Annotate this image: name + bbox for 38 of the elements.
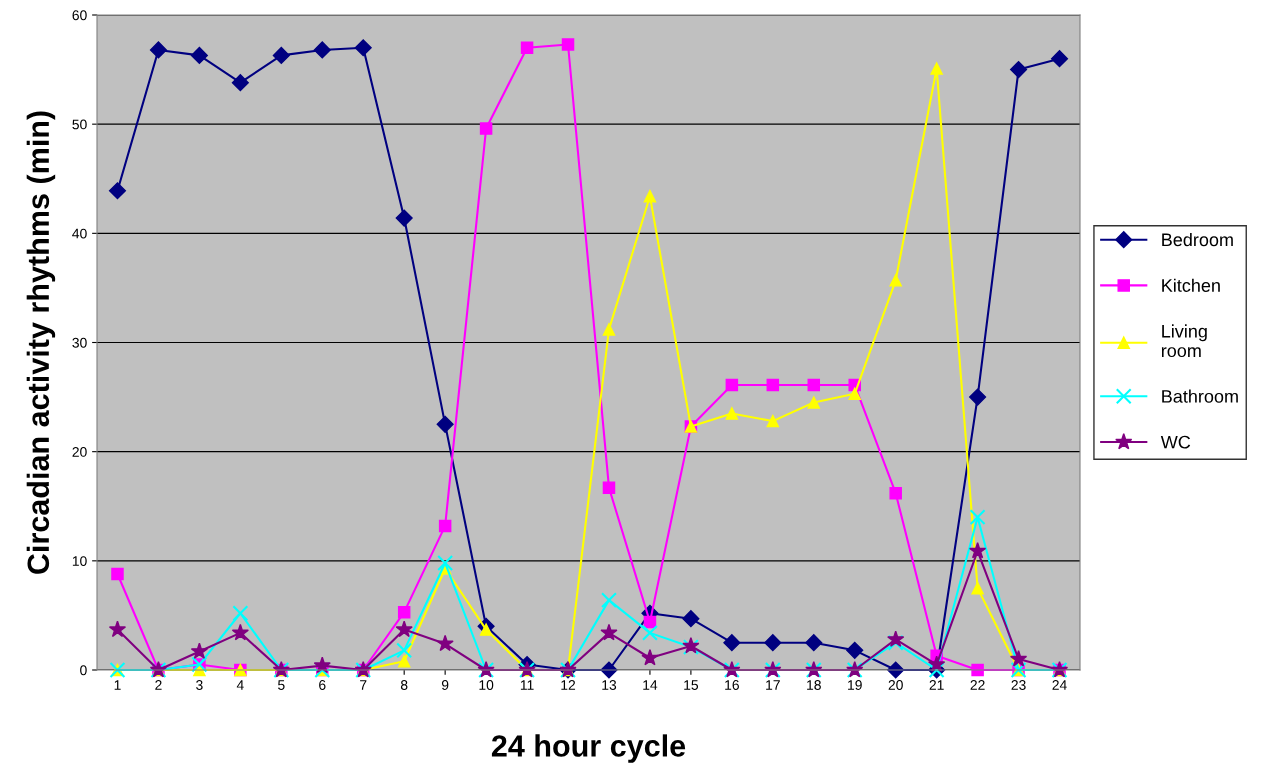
x-tick-label: 16 bbox=[725, 680, 739, 690]
y-axis-title: Circadian activity rhythms (min) bbox=[26, 111, 56, 574]
legend-label: Bedroom bbox=[1162, 232, 1233, 247]
y-tick-label: 50 bbox=[72, 119, 87, 130]
x-tick-label: 23 bbox=[1011, 680, 1026, 690]
x-tick-label: 24 bbox=[1052, 680, 1067, 690]
x-tick-label: 14 bbox=[643, 680, 658, 690]
x-tick-label: 10 bbox=[479, 680, 494, 690]
legend-label: Living room bbox=[1161, 324, 1207, 358]
y-tick-label: 60 bbox=[72, 10, 87, 21]
x-tick-label: 8 bbox=[400, 680, 408, 690]
x-tick-label: 4 bbox=[236, 680, 244, 690]
y-tick-label: 20 bbox=[72, 447, 87, 457]
y-tick-label: 40 bbox=[72, 228, 87, 239]
x-tick-label: 11 bbox=[520, 680, 534, 690]
y-tick-label: 0 bbox=[80, 665, 87, 676]
x-tick-label: 12 bbox=[561, 680, 576, 690]
x-tick-label: 9 bbox=[441, 680, 449, 690]
x-tick-label: 22 bbox=[970, 680, 985, 690]
x-tick-label: 17 bbox=[766, 680, 780, 690]
x-axis-title: 24 hour cycle bbox=[491, 734, 686, 763]
x-tick-label: 2 bbox=[155, 680, 162, 690]
x-tick-label: 15 bbox=[684, 680, 699, 690]
x-tick-label: 19 bbox=[848, 680, 862, 690]
x-tick-label: 1 bbox=[114, 680, 121, 690]
x-tick-label: 20 bbox=[888, 680, 903, 690]
x-tick-label: 7 bbox=[360, 680, 367, 690]
x-tick-label: 18 bbox=[807, 680, 821, 690]
legend-label: Kitchen bbox=[1162, 278, 1220, 292]
y-tick-label: 10 bbox=[72, 556, 87, 566]
legend-label: Bathroom bbox=[1162, 389, 1238, 403]
x-tick-label: 21 bbox=[929, 680, 944, 690]
x-tick-label: 5 bbox=[278, 680, 285, 690]
x-tick-label: 6 bbox=[319, 680, 326, 690]
y-tick-label: 30 bbox=[72, 337, 87, 348]
x-tick-label: 3 bbox=[196, 680, 203, 690]
x-tick-label: 13 bbox=[602, 680, 617, 690]
legend-label: WC bbox=[1160, 435, 1191, 449]
